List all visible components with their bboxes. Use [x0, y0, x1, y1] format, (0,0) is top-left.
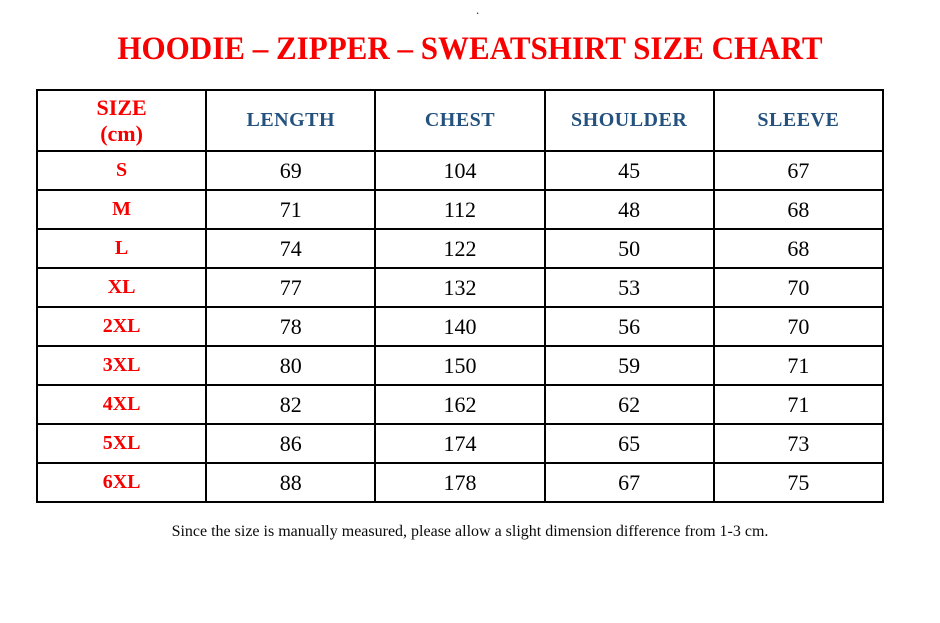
- shoulder-cell: 48: [543, 189, 715, 230]
- shoulder-cell: 65: [543, 423, 715, 464]
- table-header-row: SIZE (cm) LENGTH CHEST SHOULDER SLEEVE: [35, 89, 885, 152]
- sleeve-cell: 73: [712, 423, 885, 464]
- chest-cell: 132: [374, 267, 546, 308]
- table-row: 2XL 78 140 56 70: [35, 306, 885, 347]
- chest-cell: 112: [374, 189, 546, 230]
- size-cell: XL: [35, 267, 208, 308]
- stray-dot: .: [476, 2, 480, 17]
- size-cell: S: [35, 150, 208, 191]
- size-header-line1: SIZE: [96, 95, 147, 121]
- column-header-chest: CHEST: [374, 89, 546, 152]
- shoulder-cell: 59: [543, 345, 715, 386]
- chest-cell: 104: [374, 150, 546, 191]
- column-header-size: SIZE (cm): [35, 89, 208, 152]
- shoulder-cell: 67: [543, 462, 715, 503]
- column-header-length: LENGTH: [205, 89, 377, 152]
- size-cell: M: [35, 189, 208, 230]
- sleeve-cell: 68: [712, 189, 885, 230]
- sleeve-cell: 67: [712, 150, 885, 191]
- table-row: 5XL 86 174 65 73: [35, 423, 885, 464]
- sleeve-cell: 68: [712, 228, 885, 269]
- sleeve-cell: 71: [712, 345, 885, 386]
- length-cell: 78: [205, 306, 377, 347]
- size-cell: 6XL: [35, 462, 208, 503]
- size-chart-table: SIZE (cm) LENGTH CHEST SHOULDER SLEEVE S…: [35, 89, 885, 503]
- size-cell: 3XL: [35, 345, 208, 386]
- size-cell: 2XL: [35, 306, 208, 347]
- chest-cell: 174: [374, 423, 546, 464]
- shoulder-cell: 53: [543, 267, 715, 308]
- chest-cell: 178: [374, 462, 546, 503]
- table-row: 3XL 80 150 59 71: [35, 345, 885, 386]
- table-row: 6XL 88 178 67 75: [35, 462, 885, 503]
- length-cell: 80: [205, 345, 377, 386]
- footer-note: Since the size is manually measured, ple…: [171, 523, 769, 540]
- chest-cell: 122: [374, 228, 546, 269]
- size-header-line2: (cm): [100, 120, 143, 146]
- column-header-sleeve: SLEEVE: [712, 89, 885, 152]
- chest-cell: 140: [374, 306, 546, 347]
- length-cell: 69: [205, 150, 377, 191]
- sleeve-cell: 75: [712, 462, 885, 503]
- shoulder-cell: 45: [543, 150, 715, 191]
- sleeve-cell: 71: [712, 384, 885, 425]
- length-cell: 71: [205, 189, 377, 230]
- page-title: HOODIE – ZIPPER – SWEATSHIRT SIZE CHART: [117, 31, 823, 67]
- table-row: S 69 104 45 67: [35, 150, 885, 191]
- shoulder-cell: 56: [543, 306, 715, 347]
- size-cell: L: [35, 228, 208, 269]
- length-cell: 88: [205, 462, 377, 503]
- table-row: XL 77 132 53 70: [35, 267, 885, 308]
- sleeve-cell: 70: [712, 306, 885, 347]
- shoulder-cell: 62: [543, 384, 715, 425]
- size-cell: 4XL: [35, 384, 208, 425]
- size-cell: 5XL: [35, 423, 208, 464]
- sleeve-cell: 70: [712, 267, 885, 308]
- chest-cell: 162: [374, 384, 546, 425]
- table-row: L 74 122 50 68: [35, 228, 885, 269]
- table-row: M 71 112 48 68: [35, 189, 885, 230]
- shoulder-cell: 50: [543, 228, 715, 269]
- length-cell: 82: [205, 384, 377, 425]
- column-header-shoulder: SHOULDER: [543, 89, 715, 152]
- chest-cell: 150: [374, 345, 546, 386]
- length-cell: 86: [205, 423, 377, 464]
- length-cell: 74: [205, 228, 377, 269]
- length-cell: 77: [205, 267, 377, 308]
- table-row: 4XL 82 162 62 71: [35, 384, 885, 425]
